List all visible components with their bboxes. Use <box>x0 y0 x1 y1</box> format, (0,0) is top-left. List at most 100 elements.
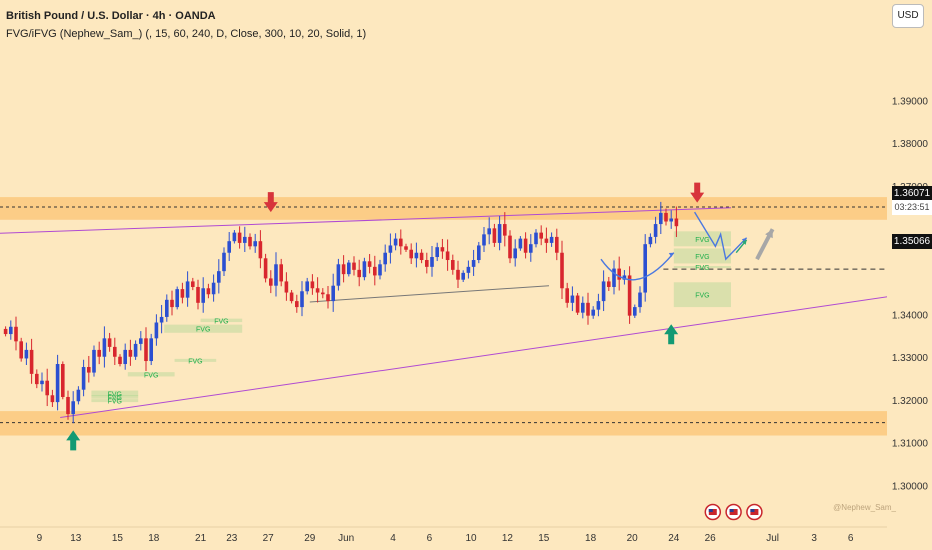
author-watermark: @Nephew_Sam_ <box>833 503 896 512</box>
fvg-label: FVG <box>695 254 709 261</box>
time-tick-label: 18 <box>148 533 160 544</box>
time-tick-label: 23 <box>226 533 238 544</box>
candle-body <box>305 281 309 292</box>
fvg-label: FVG <box>196 327 210 334</box>
candle-body <box>76 389 81 402</box>
candle-body <box>14 326 18 342</box>
candle-body <box>357 269 361 278</box>
candle-body <box>50 395 55 403</box>
candle-body <box>523 238 528 253</box>
candle-body <box>107 338 112 347</box>
candle-body <box>388 245 393 253</box>
candle-body <box>315 288 320 293</box>
candle-body <box>128 349 133 357</box>
candle-body <box>144 338 148 362</box>
candle-body <box>497 224 502 243</box>
candle-body <box>154 322 159 339</box>
time-tick-label: 15 <box>538 533 550 544</box>
candle-body <box>482 234 486 246</box>
candle-body <box>310 281 315 289</box>
time-tick-label: Jun <box>338 533 354 544</box>
fvg-label: FVG <box>214 318 228 325</box>
candle-body <box>253 241 257 247</box>
candle-body <box>591 309 595 316</box>
flag-canton <box>708 509 713 512</box>
candle-body <box>399 238 403 247</box>
price-axis-bg <box>887 0 932 550</box>
fvg-label: FVG <box>108 399 122 406</box>
candle-body <box>258 241 263 259</box>
candle-body <box>653 224 658 237</box>
candle-body <box>19 341 23 359</box>
candle-body <box>549 236 554 243</box>
trend-line <box>60 289 932 419</box>
candle-body <box>3 328 8 335</box>
candle-body <box>133 343 138 357</box>
candle-body <box>295 301 299 308</box>
projection-path <box>600 252 675 281</box>
currency-button[interactable]: USD <box>892 4 924 28</box>
candle-body <box>139 338 143 344</box>
candle-body <box>503 224 507 236</box>
candle-body <box>638 292 642 308</box>
up-arrow <box>66 430 81 451</box>
candle-body <box>331 285 335 302</box>
chart-title: British Pound / U.S. Dollar · 4h · OANDA <box>6 10 216 22</box>
candle-body <box>196 286 200 303</box>
candle-body <box>222 252 226 272</box>
time-tick-label: 12 <box>502 533 514 544</box>
candle-body <box>471 260 476 267</box>
projection-arrowhead <box>668 252 674 258</box>
fvg-box <box>164 324 243 333</box>
time-tick-label: 6 <box>848 533 854 544</box>
fvg-box <box>127 372 175 377</box>
candle-body <box>664 212 668 222</box>
time-tick-label: 20 <box>627 533 639 544</box>
candle-body <box>643 244 647 293</box>
candle-body <box>289 292 294 302</box>
time-tick-label: 3 <box>811 533 817 544</box>
candle-body <box>393 238 398 246</box>
fvg-label: FVG <box>108 391 122 398</box>
candle-body <box>466 266 471 273</box>
countdown-tag: 03:23:51 <box>892 200 932 215</box>
candle-body <box>534 232 538 245</box>
price-tick-label: 1.32000 <box>892 396 929 407</box>
candle-body <box>492 228 497 243</box>
event-icons[interactable] <box>704 503 763 521</box>
candle-body <box>206 288 211 295</box>
candle-body <box>445 251 450 261</box>
candle-body <box>612 268 616 287</box>
candle-body <box>185 281 190 298</box>
zone-band <box>0 197 887 220</box>
projection-paths <box>600 211 775 281</box>
down-arrow <box>690 182 705 203</box>
candle-body <box>341 264 346 275</box>
fvg-label: FVG <box>144 372 158 379</box>
candle-body <box>430 257 434 267</box>
candle-body <box>92 349 96 373</box>
candle-body <box>633 307 637 316</box>
candles <box>3 201 679 424</box>
candle-body <box>669 218 673 222</box>
candle-body <box>477 245 481 261</box>
candle-body <box>40 380 44 385</box>
time-tick-label: 13 <box>70 533 82 544</box>
candle-body <box>378 264 382 276</box>
zone-band <box>0 411 887 436</box>
indicator-legend[interactable]: FVG/iFVG (Nephew_Sam_) (, 15, 60, 240, D… <box>6 28 367 40</box>
candle-body <box>518 238 523 249</box>
candle-body <box>435 247 439 258</box>
candle-body <box>237 232 242 243</box>
time-tick-label: 27 <box>263 533 275 544</box>
signal-arrows <box>66 182 705 451</box>
candle-body <box>336 264 341 286</box>
time-tick-label: 6 <box>427 533 433 544</box>
projection-arrowhead <box>741 239 747 245</box>
fvg-box <box>200 318 243 323</box>
fvg-label: FVG <box>695 237 709 244</box>
time-tick-label: 18 <box>585 533 597 544</box>
candle-body <box>352 262 356 270</box>
